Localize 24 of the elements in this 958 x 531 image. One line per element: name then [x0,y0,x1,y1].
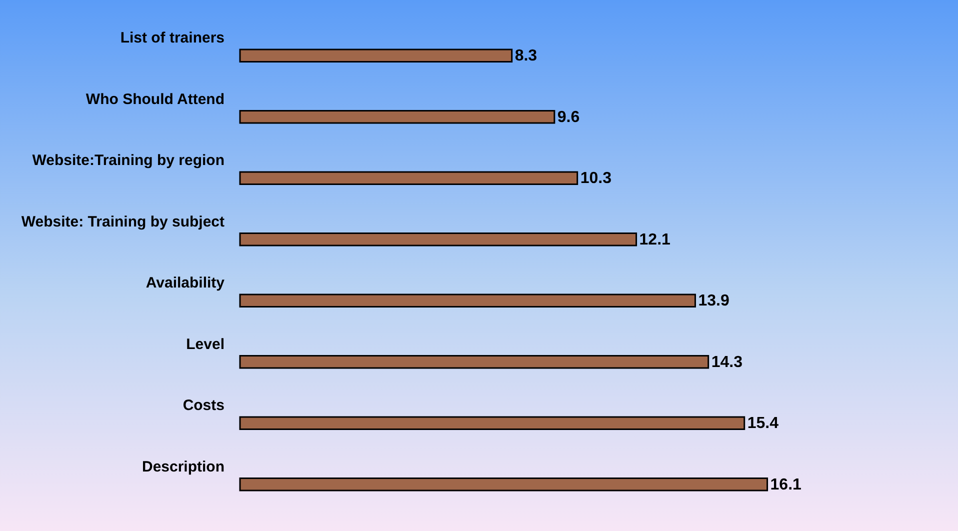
data-label: 13.9 [698,292,730,310]
data-label: 16.1 [770,476,802,494]
bar [239,171,578,185]
data-label: 14.3 [711,354,743,371]
y-tick-label: Website: Training by subject [21,213,225,230]
bar [239,294,696,308]
y-tick-label: Description [142,458,224,476]
y-tick-label: Level [186,336,224,353]
data-label: 12.1 [639,231,671,248]
y-tick-label: Costs [182,397,224,414]
bar [239,478,768,492]
data-label: 9.6 [557,108,580,126]
bar [239,232,638,246]
bar [239,48,513,62]
data-label: 10.3 [580,170,612,188]
bar [239,355,710,369]
y-tick-label: Who Should Attend [86,90,224,108]
data-label: 15.4 [747,415,779,432]
y-tick-label: List of trainers [120,30,224,47]
y-tick-label: Website:Training by region [32,152,224,170]
bar [239,110,556,124]
data-label: 8.3 [514,48,538,65]
y-tick-label: Availability [146,274,226,292]
bar [239,416,746,430]
